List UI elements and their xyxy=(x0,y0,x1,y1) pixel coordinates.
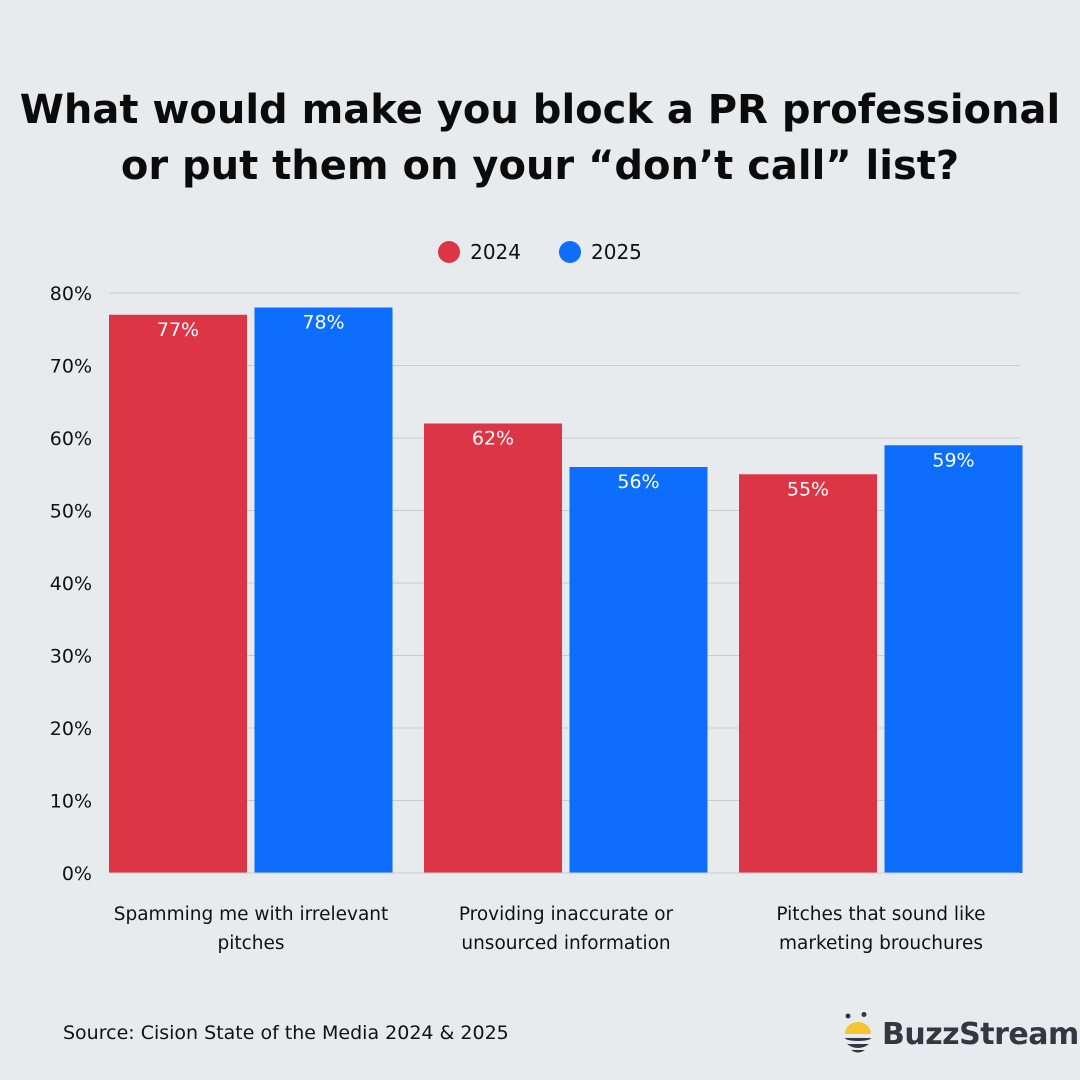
data-label: 55% xyxy=(787,478,829,500)
bar-chart: 0% 10% 20% 30% 40% 50% 60% 70% 80% 77% 78% Spamming… xyxy=(50,283,1023,954)
buzzstream-logo: BuzzStream xyxy=(842,1012,1079,1056)
chart-title: What would make you block a PR professio… xyxy=(0,82,1080,194)
legend: 2024 2025 xyxy=(0,240,1080,264)
bar-2025 xyxy=(884,445,1023,873)
bar-2025 xyxy=(254,307,393,873)
x-category-label: pitches xyxy=(217,933,284,954)
x-category-label: unsourced information xyxy=(461,933,670,954)
legend-label-2024: 2024 xyxy=(470,240,521,264)
data-label: 78% xyxy=(302,312,344,334)
bar-2024 xyxy=(739,474,877,873)
legend-item-2024: 2024 xyxy=(438,240,521,264)
legend-swatch-2025 xyxy=(559,241,581,263)
bee-icon xyxy=(845,1012,871,1053)
y-tick-label: 40% xyxy=(50,573,92,595)
logo-text: BuzzStream xyxy=(882,1016,1079,1052)
data-label: 59% xyxy=(932,449,974,471)
x-category-label: Spamming me with irrelevant xyxy=(114,904,389,925)
y-tick-label: 50% xyxy=(50,501,92,523)
data-label: 56% xyxy=(617,471,659,493)
y-tick-label: 20% xyxy=(50,718,92,740)
x-category-label: Pitches that sound like xyxy=(776,904,985,925)
y-tick-label: 80% xyxy=(50,283,92,305)
bar-2024 xyxy=(424,423,562,873)
y-tick-label: 30% xyxy=(50,646,92,668)
legend-swatch-2024 xyxy=(438,241,461,263)
y-tick-label: 70% xyxy=(50,356,92,378)
title-line-2: or put them on your “don’t call” list? xyxy=(120,143,960,189)
y-tick-label: 10% xyxy=(50,791,92,813)
data-label: 62% xyxy=(472,428,514,450)
x-category-label: Providing inaccurate or xyxy=(459,904,674,925)
bar-2025 xyxy=(569,467,708,873)
title-line-1: What would make you block a PR professio… xyxy=(19,87,1061,133)
data-label: 77% xyxy=(157,319,199,341)
legend-label-2025: 2025 xyxy=(591,240,642,264)
y-tick-label: 0% xyxy=(62,863,92,885)
x-category-label: marketing brouchures xyxy=(779,933,983,954)
y-tick-label: 60% xyxy=(50,428,92,450)
source-note: Source: Cision State of the Media 2024 &… xyxy=(63,1022,509,1044)
bar-2024 xyxy=(109,314,247,873)
legend-item-2025: 2025 xyxy=(559,240,642,264)
